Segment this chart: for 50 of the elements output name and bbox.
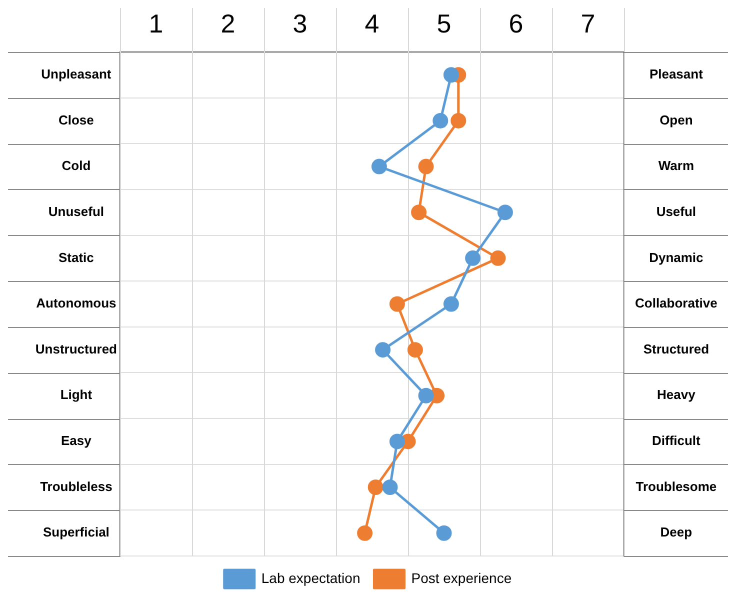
x-tick-label: 5 — [436, 8, 452, 39]
legend-label: Lab expectation — [261, 570, 360, 586]
point — [443, 67, 459, 83]
point — [450, 112, 466, 128]
point — [375, 342, 391, 358]
y-tick-label: Autonomous — [36, 296, 116, 311]
point — [411, 204, 427, 220]
x-tick-label: 7 — [580, 8, 596, 39]
point — [490, 250, 506, 266]
point — [389, 296, 405, 312]
point — [368, 480, 384, 496]
y-tick-label: Static — [58, 250, 94, 265]
point — [357, 525, 373, 541]
point — [371, 158, 387, 174]
y2-tick-label: Pleasant — [649, 66, 704, 82]
y2-tick-label: Warm — [658, 158, 694, 174]
y2-tick-label: Collaborative — [635, 296, 718, 311]
point — [443, 296, 459, 312]
y2-tick-label: Structured — [643, 341, 710, 356]
y-tick-label: Troubleless — [40, 478, 112, 494]
y-tick-label: Light — [60, 387, 93, 402]
y-tick-label: Close — [58, 112, 94, 128]
point — [418, 388, 434, 404]
point — [382, 480, 398, 496]
y-tick-label: Unuseful — [48, 204, 104, 219]
point — [418, 158, 434, 174]
y2-tick-label: Heavy — [657, 387, 696, 402]
y-tick-label: Superficial — [42, 524, 110, 540]
x-tick-label: 2 — [220, 8, 236, 39]
y-tick-label: Unpleasant — [41, 66, 112, 82]
y2-tick-label: Useful — [656, 204, 696, 219]
point — [389, 434, 405, 450]
x-tick-label: 3 — [292, 8, 308, 39]
point — [407, 342, 423, 358]
point — [497, 204, 513, 220]
y2-tick-label: Open — [660, 112, 693, 128]
y2-tick-label: Difficult — [652, 433, 702, 448]
y2-tick-label: Deep — [660, 524, 692, 540]
x-tick-label: 1 — [148, 8, 164, 39]
point — [465, 250, 481, 266]
y-tick-label: Unstructured — [35, 341, 118, 356]
y-tick-label: Cold — [62, 158, 91, 174]
legend-label: Post experience — [411, 570, 512, 586]
x-tick-label: 6 — [508, 8, 524, 39]
point — [436, 525, 452, 541]
point — [432, 112, 448, 128]
y-tick-label: Easy — [61, 433, 92, 448]
y2-tick-label: Dynamic — [649, 250, 704, 265]
x-tick-label: 4 — [364, 8, 380, 39]
y2-tick-label: Troublesome — [636, 478, 717, 494]
